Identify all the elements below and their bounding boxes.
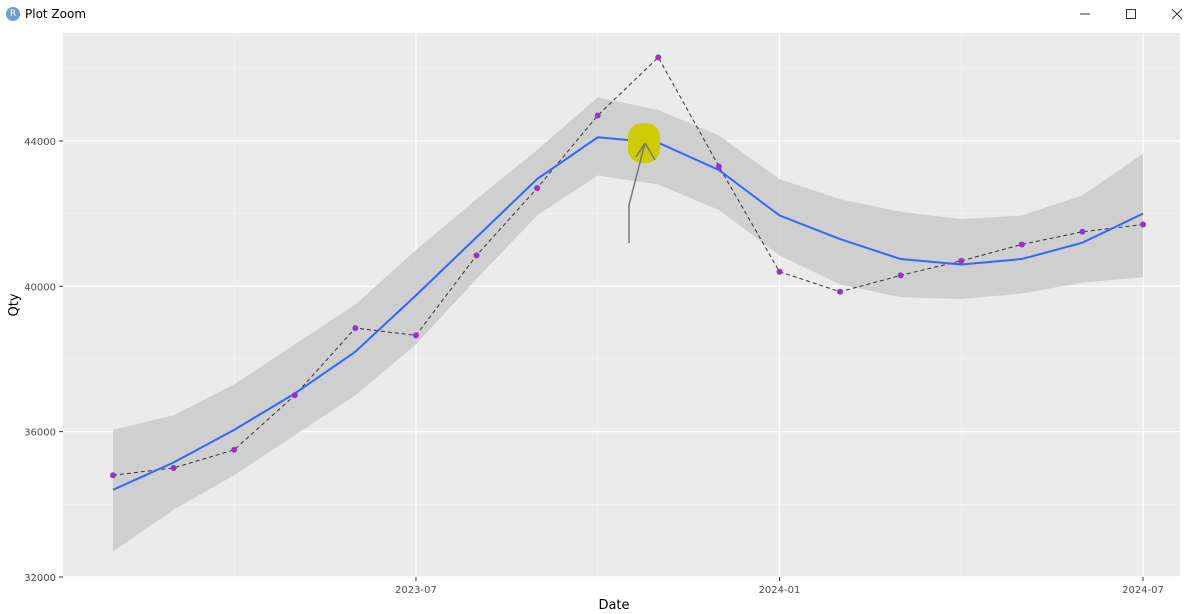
minimize-button[interactable]	[1062, 0, 1108, 28]
data-point	[110, 472, 116, 479]
window-controls	[1062, 0, 1200, 28]
x-tick-label: 2024-07	[1122, 585, 1164, 596]
annotation	[628, 123, 660, 243]
smooth-line	[112, 136, 1144, 491]
data-point	[837, 288, 844, 295]
confidence-band	[113, 97, 1143, 552]
x-tick-label: 2023-07	[395, 585, 437, 596]
data-point	[473, 252, 480, 259]
y-tick-label: 36000	[24, 428, 56, 439]
close-icon	[1171, 8, 1183, 20]
data-point	[655, 54, 662, 61]
layers	[110, 54, 1146, 552]
data-point	[291, 392, 298, 399]
y-tick-label: 32000	[24, 573, 56, 584]
data-point	[958, 257, 965, 264]
maximize-icon	[1126, 9, 1136, 19]
x-axis-title: Date	[598, 598, 629, 613]
data-point	[715, 163, 722, 170]
data-point	[534, 185, 541, 192]
close-button[interactable]	[1154, 0, 1200, 28]
y-tick-label: 40000	[24, 282, 56, 293]
y-axis-title: Qty	[7, 293, 22, 316]
data-point	[352, 325, 359, 332]
observed-line	[112, 56, 1144, 476]
y-tick-label: 44000	[24, 137, 56, 148]
data-point	[412, 332, 419, 339]
minimize-icon	[1080, 13, 1090, 15]
data-point	[1140, 221, 1146, 228]
data-point	[897, 272, 904, 279]
data-point	[1079, 228, 1086, 235]
data-point	[231, 446, 238, 453]
data-point	[170, 464, 177, 471]
plot-panel	[63, 33, 1180, 577]
title-bar: R Plot Zoom	[0, 0, 1200, 28]
window-title: Plot Zoom	[25, 7, 87, 21]
app-icon: R	[6, 7, 20, 21]
highlight	[628, 123, 660, 163]
arrow	[628, 142, 656, 243]
x-tick-label: 2024-01	[759, 585, 801, 596]
data-point	[1018, 241, 1025, 248]
data-point	[594, 112, 601, 119]
grid	[63, 33, 1180, 578]
data-point	[776, 268, 783, 275]
maximize-button[interactable]	[1108, 0, 1154, 28]
